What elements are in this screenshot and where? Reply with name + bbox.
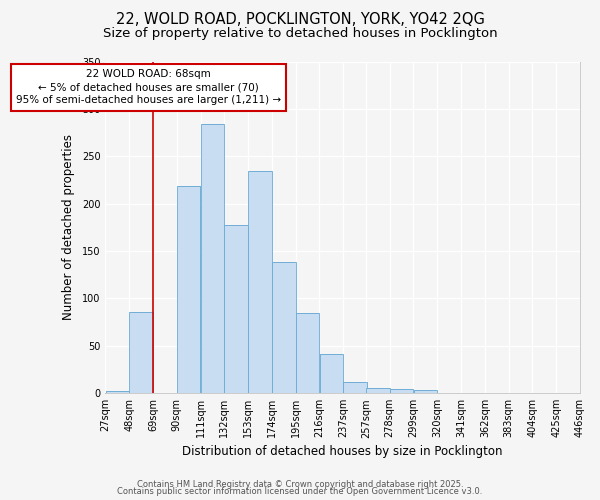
Text: Size of property relative to detached houses in Pocklington: Size of property relative to detached ho… [103, 28, 497, 40]
Bar [296, 312, 319, 393]
Bar [201, 124, 224, 393]
Bar [272, 262, 296, 393]
Text: Contains public sector information licensed under the Open Government Licence v3: Contains public sector information licen… [118, 487, 482, 496]
Bar [201, 124, 224, 393]
Bar [366, 388, 389, 393]
Bar [248, 172, 272, 393]
Bar [177, 186, 200, 393]
Bar [224, 226, 248, 393]
Bar [130, 312, 153, 393]
Bar [320, 354, 343, 393]
Bar [320, 354, 343, 393]
Bar [248, 172, 272, 393]
Bar [413, 390, 437, 393]
Text: Contains HM Land Registry data © Crown copyright and database right 2025.: Contains HM Land Registry data © Crown c… [137, 480, 463, 489]
Bar [296, 312, 319, 393]
Bar [106, 392, 129, 393]
Bar [224, 226, 248, 393]
Bar [272, 262, 296, 393]
Bar [343, 382, 367, 393]
Text: 22 WOLD ROAD: 68sqm
← 5% of detached houses are smaller (70)
95% of semi-detache: 22 WOLD ROAD: 68sqm ← 5% of detached hou… [16, 69, 281, 106]
Bar [413, 390, 437, 393]
X-axis label: Distribution of detached houses by size in Pocklington: Distribution of detached houses by size … [182, 444, 503, 458]
Bar [390, 390, 413, 393]
Bar [177, 186, 200, 393]
Bar [343, 382, 367, 393]
Bar [366, 388, 389, 393]
Bar [390, 390, 413, 393]
Bar [106, 392, 129, 393]
Bar [130, 312, 153, 393]
Text: 22, WOLD ROAD, POCKLINGTON, YORK, YO42 2QG: 22, WOLD ROAD, POCKLINGTON, YORK, YO42 2… [116, 12, 484, 28]
Y-axis label: Number of detached properties: Number of detached properties [62, 134, 75, 320]
